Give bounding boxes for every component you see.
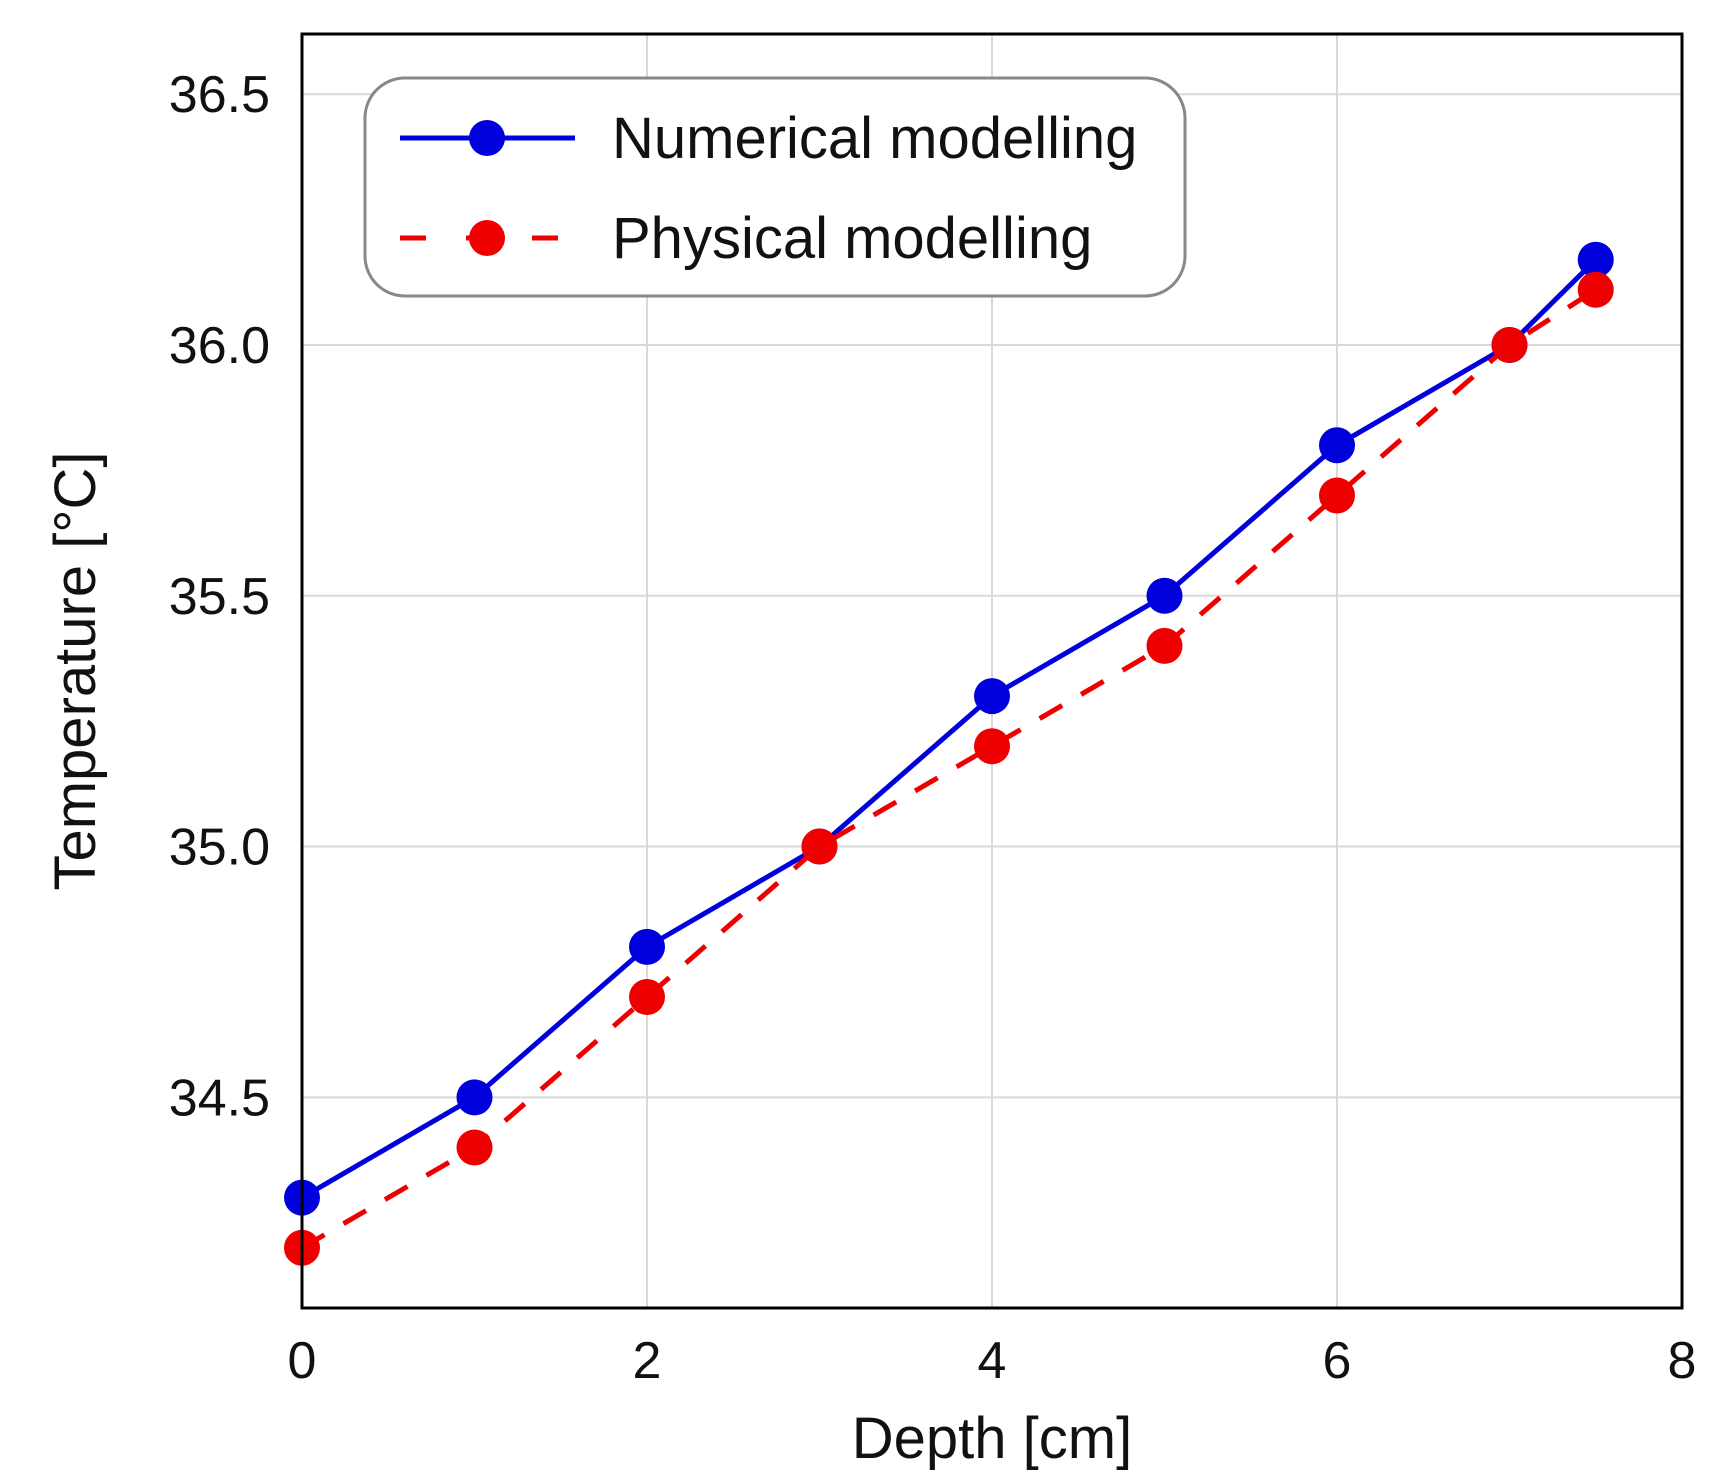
- plot-frame: [300, 32, 1684, 1310]
- y-tick-label-0: 34.5: [169, 1069, 270, 1127]
- series-1-point-8: [1577, 271, 1614, 308]
- x-axis-label: Depth [cm]: [852, 1406, 1132, 1471]
- series-layer: [284, 241, 1614, 1266]
- series-0-point-2: [629, 928, 665, 965]
- legend-entries: Numerical modelling Physical modelling: [400, 106, 1137, 271]
- series-line-0: [300, 257, 1598, 1200]
- series-1-point-3: [801, 828, 838, 865]
- series-1-point-1: [456, 1129, 493, 1166]
- series-1: [284, 271, 1614, 1266]
- series-1-point-4: [974, 728, 1010, 765]
- x-tick-label-1: 2: [633, 1332, 662, 1390]
- x-tick-label-0: 0: [288, 1332, 317, 1390]
- legend-marker-0: [469, 120, 505, 156]
- series-0-point-5: [1146, 577, 1183, 614]
- series-0: [284, 241, 1614, 1216]
- legend-label-0: Numerical modelling: [612, 106, 1137, 171]
- y-tick-label-3: 36.0: [169, 317, 270, 375]
- series-line-1: [300, 287, 1598, 1250]
- x-axis-ticks: 0 2 4 6 8: [288, 1332, 1697, 1390]
- y-tick-label-1: 35.0: [169, 819, 270, 877]
- series-0-point-1: [456, 1079, 493, 1116]
- y-tick-label-2: 35.5: [169, 568, 270, 626]
- legend: Numerical modelling Physical modelling: [363, 76, 1187, 298]
- x-tick-label-4: 8: [1668, 1332, 1697, 1390]
- y-axis-ticks: 34.5 35.0 35.5 36.0 36.5: [169, 66, 270, 1127]
- series-0-point-8: [1577, 241, 1614, 278]
- x-tick-label-3: 6: [1323, 1332, 1352, 1390]
- legend-entry-0: Numerical modelling: [400, 106, 1137, 171]
- legend-entry-1: Physical modelling: [400, 206, 1092, 271]
- y-axis-label: Temperature [°C]: [43, 451, 108, 890]
- legend-box: [363, 76, 1187, 298]
- series-0-point-4: [974, 678, 1010, 715]
- series-0-point-6: [1319, 427, 1355, 464]
- x-tick-label-2: 4: [978, 1332, 1007, 1390]
- legend-label-1: Physical modelling: [612, 206, 1092, 271]
- series-1-point-7: [1491, 326, 1528, 363]
- series-1-point-6: [1319, 477, 1355, 514]
- series-1-point-2: [629, 979, 665, 1016]
- series-1-point-5: [1146, 627, 1183, 664]
- y-tick-label-4: 36.5: [169, 66, 270, 124]
- legend-marker-1: [469, 220, 505, 256]
